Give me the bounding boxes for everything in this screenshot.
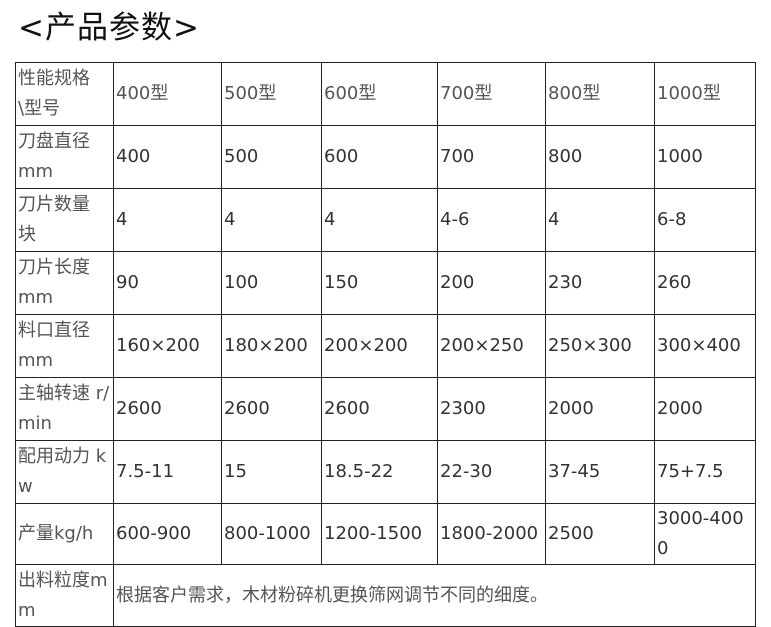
- table-cell: 700: [437, 125, 546, 189]
- page-title: <产品参数>: [18, 10, 200, 46]
- table-header-row: 性能规格\型号 400型 500型 600型 700型 800型 1000型: [15, 62, 756, 126]
- table-cell: 200: [437, 251, 546, 315]
- column-header: 1000型: [654, 62, 756, 126]
- table-cell: 250×300: [545, 314, 655, 378]
- table-cell: 4: [321, 188, 438, 252]
- table-cell: 150: [321, 251, 438, 315]
- table-cell: 4: [221, 188, 322, 252]
- column-header: 400型: [113, 62, 222, 126]
- table-cell: 90: [113, 251, 222, 315]
- table-cell: 6-8: [654, 188, 756, 252]
- table-cell: 4: [113, 188, 222, 252]
- table-cell: 4-6: [437, 188, 546, 252]
- table-cell: 1200-1500: [321, 503, 438, 565]
- table-cell: 15: [221, 440, 322, 504]
- table-cell: 300×400: [654, 314, 756, 378]
- table-row: 主轴转速 r/min 2600 2600 2600 2300 2000 2000: [15, 377, 756, 441]
- row-label: 出料粒度mm: [15, 564, 114, 627]
- column-header: 600型: [321, 62, 438, 126]
- table-cell: 180×200: [221, 314, 322, 378]
- table-cell: 2600: [113, 377, 222, 441]
- table-cell: 22-30: [437, 440, 546, 504]
- table-cell: 600: [321, 125, 438, 189]
- table-cell: 2600: [221, 377, 322, 441]
- table-row: 配用动力 kw 7.5-11 15 18.5-22 22-30 37-45 75+7.5: [15, 440, 756, 504]
- table-cell: 260: [654, 251, 756, 315]
- table-cell: 200×200: [321, 314, 438, 378]
- table-cell: 800-1000: [221, 503, 322, 565]
- table-cell-merged: 根据客户需求，木材粉碎机更换筛网调节不同的细度。: [113, 564, 756, 627]
- table-cell: 800: [545, 125, 655, 189]
- row-label: 料口直径 mm: [15, 314, 114, 378]
- table-cell: 2600: [321, 377, 438, 441]
- column-header: 700型: [437, 62, 546, 126]
- table-cell: 7.5-11: [113, 440, 222, 504]
- table-row: 出料粒度mm 根据客户需求，木材粉碎机更换筛网调节不同的细度。: [15, 564, 756, 627]
- row-label: 刀盘直径 mm: [15, 125, 114, 189]
- table-cell: 160×200: [113, 314, 222, 378]
- table-cell: 500: [221, 125, 322, 189]
- table-cell: 230: [545, 251, 655, 315]
- table-cell: 100: [221, 251, 322, 315]
- row-label: 刀片数量 块: [15, 188, 114, 252]
- table-cell: 18.5-22: [321, 440, 438, 504]
- table-cell: 2500: [545, 503, 655, 565]
- column-header: 500型: [221, 62, 322, 126]
- product-spec-table: 性能规格\型号 400型 500型 600型 700型 800型 1000型 刀盘直径 mm 4…: [15, 62, 756, 627]
- table-cell: 2000: [654, 377, 756, 441]
- table-cell: 600-900: [113, 503, 222, 565]
- table-cell: 1000: [654, 125, 756, 189]
- table-row: 料口直径 mm 160×200 180×200 200×200 200×250 250×3…: [15, 314, 756, 378]
- row-header-label: 性能规格\型号: [15, 62, 114, 126]
- table-row: 刀盘直径 mm 400 500 600 700 800 1000: [15, 125, 756, 189]
- table-cell: 400: [113, 125, 222, 189]
- table-cell: 75+7.5: [654, 440, 756, 504]
- table-cell: 3000-4000: [654, 503, 756, 565]
- table-cell: 1800-2000: [437, 503, 546, 565]
- table-row: 产量kg/h 600-900 800-1000 1200-1500 1800-2000 2…: [15, 503, 756, 565]
- table-row: 刀片长度 mm 90 100 150 200 230 260: [15, 251, 756, 315]
- row-label: 主轴转速 r/min: [15, 377, 114, 441]
- row-label: 刀片长度 mm: [15, 251, 114, 315]
- table-cell: 37-45: [545, 440, 655, 504]
- table-cell: 2000: [545, 377, 655, 441]
- column-header: 800型: [545, 62, 655, 126]
- row-label: 配用动力 kw: [15, 440, 114, 504]
- row-label: 产量kg/h: [15, 503, 114, 565]
- table-cell: 4: [545, 188, 655, 252]
- table-cell: 2300: [437, 377, 546, 441]
- table-cell: 200×250: [437, 314, 546, 378]
- table-row: 刀片数量 块 4 4 4 4-6 4 6-8: [15, 188, 756, 252]
